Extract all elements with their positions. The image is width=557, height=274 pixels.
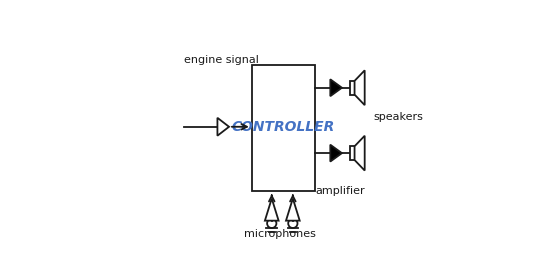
Text: engine signal: engine signal [184,55,259,65]
FancyBboxPatch shape [252,65,315,191]
Text: CONTROLLER: CONTROLLER [232,120,335,134]
Polygon shape [330,79,342,96]
Text: amplifier: amplifier [315,186,365,196]
Polygon shape [217,118,229,136]
Circle shape [288,219,297,228]
Text: microphones: microphones [245,229,316,239]
Polygon shape [330,145,342,162]
FancyBboxPatch shape [350,146,355,160]
Text: speakers: speakers [373,112,423,122]
Polygon shape [355,70,365,105]
Polygon shape [286,198,300,221]
Circle shape [267,219,276,228]
FancyBboxPatch shape [350,81,355,95]
Polygon shape [355,136,365,170]
Polygon shape [265,198,278,221]
